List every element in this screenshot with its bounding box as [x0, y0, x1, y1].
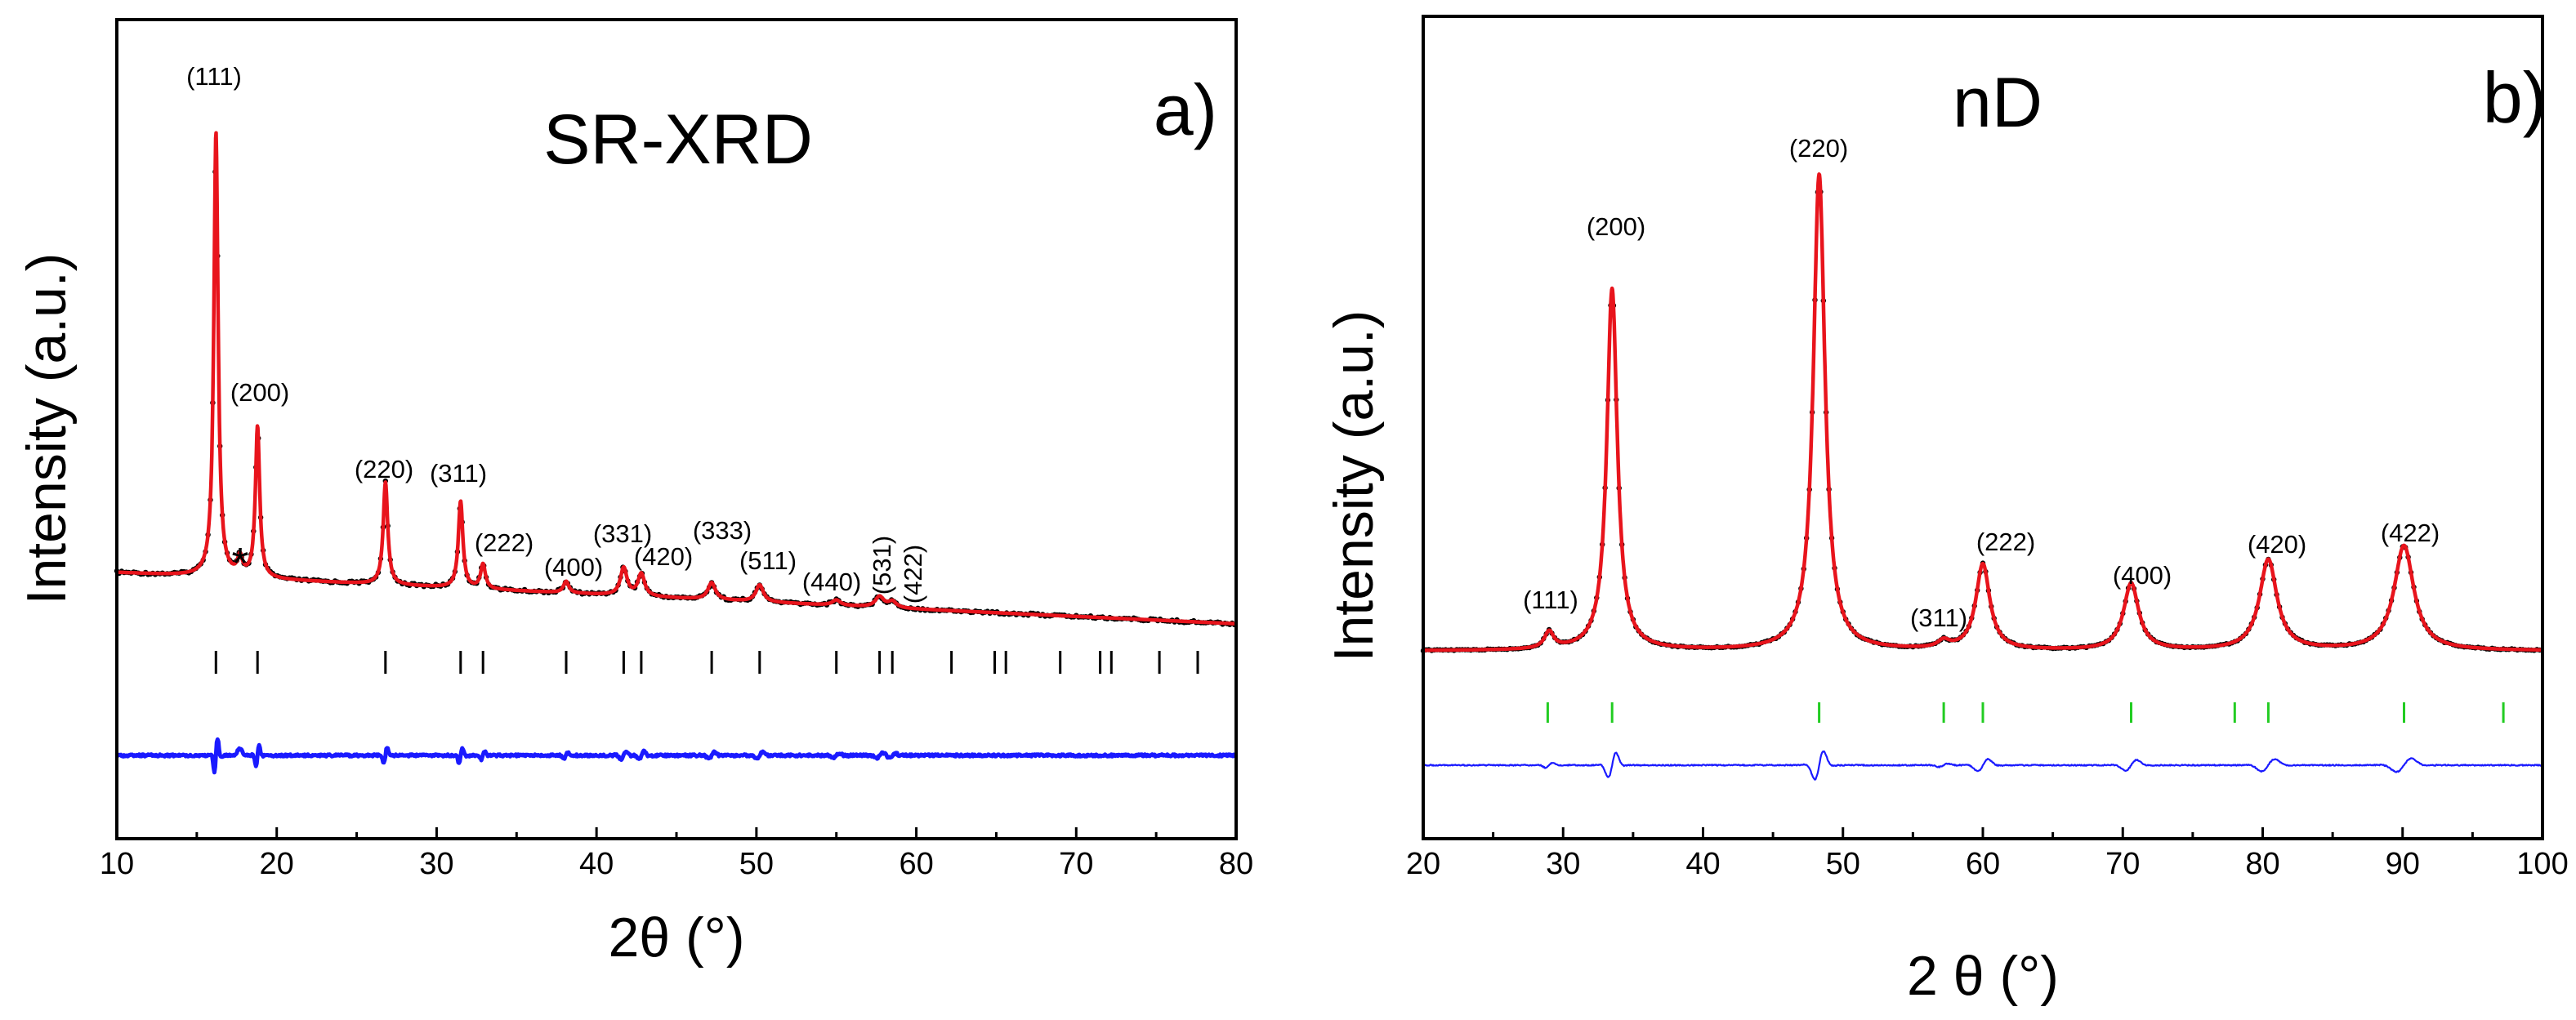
- panel-a-peak-label: (220): [355, 455, 413, 483]
- panel-b-peak-labels: (111) (200) (220) (311) (222) (400) (420…: [1523, 134, 2440, 632]
- pb-difference-line: [1422, 750, 2543, 781]
- panel-a-peak-label: (333): [693, 516, 752, 545]
- panel-b-peak-label: (422): [2381, 519, 2440, 547]
- pb-observed-series: [1420, 189, 2543, 654]
- panel-b-xtick-label: 50: [1826, 847, 1860, 881]
- panel-a-traces: [114, 131, 1239, 775]
- panel-b: nD b) 2 θ (°) Intensity (a.u.) 20 30 40 …: [1323, 15, 2569, 1007]
- pa-calculated-line: [115, 131, 1238, 626]
- panel-a-ylabel: Intensity (a.u.): [16, 253, 78, 605]
- panel-a-impurity-label: *: [231, 539, 248, 588]
- panel-a-xtick-label: 50: [739, 847, 774, 881]
- panel-a-xtick-label: 40: [579, 847, 614, 881]
- panel-a-peak-labels: (111) (200) (220) (311) (222) (400) (331…: [186, 62, 927, 604]
- panel-a-title: SR-XRD: [543, 100, 813, 179]
- panel-a-bragg-markers: [214, 651, 1199, 674]
- panel-a-peak-label: (311): [430, 459, 487, 488]
- panel-a-xlabel: 2θ (°): [608, 906, 744, 969]
- panel-b-axis-ticks: [1422, 827, 2544, 839]
- panel-a-frame: [115, 18, 1238, 840]
- panel-a-xtick-label: 60: [899, 847, 933, 881]
- panel-a-tag: a): [1154, 69, 1217, 150]
- panel-a-xtick-label: 70: [1059, 847, 1093, 881]
- panel-b-xtick-label: 70: [2105, 847, 2140, 881]
- panel-a-peak-label: (400): [544, 553, 603, 581]
- panel-b-peak-label: (400): [2113, 561, 2172, 590]
- panel-b-traces: [1420, 172, 2544, 781]
- panel-b-peak-label: (222): [1976, 528, 2035, 556]
- panel-a-xtick-label: 10: [100, 847, 134, 881]
- panel-b-peak-label: (200): [1587, 212, 1645, 241]
- panel-a-axis-ticks: [115, 827, 1238, 839]
- panel-b-peak-label: (220): [1789, 134, 1848, 163]
- panel-a-xtick-labels: 10 20 30 40 50 60 70 80: [100, 847, 1253, 881]
- panel-a-peak-label: (331): [593, 519, 652, 548]
- pa-difference-line: [115, 737, 1239, 775]
- panel-b-xtick-label: 60: [1966, 847, 2000, 881]
- panel-b-title: nD: [1953, 64, 2042, 142]
- panel-a-peak-label: (420): [634, 542, 693, 571]
- panel-a-peak-label: (440): [802, 568, 861, 596]
- panel-b-xtick-label: 80: [2245, 847, 2279, 881]
- panel-a-peak-label: (531): [868, 536, 896, 595]
- panel-a-peak-label: (422): [899, 545, 927, 604]
- panel-b-xtick-label: 100: [2516, 847, 2568, 881]
- panel-b-peak-label: (111): [1523, 586, 1578, 614]
- panel-a-peak-label: (511): [739, 546, 797, 575]
- panel-a-xtick-label: 20: [260, 847, 294, 881]
- panel-a: SR-XRD a) 2θ (°) Intensity (a.u.) 10 20 …: [16, 18, 1253, 969]
- panel-b-xlabel: 2 θ (°): [1907, 945, 2059, 1007]
- panel-b-peak-label: (420): [2248, 530, 2306, 559]
- panel-b-xtick-label: 30: [1546, 847, 1580, 881]
- panel-b-tag: b): [2483, 57, 2547, 138]
- panel-b-ylabel: Intensity (a.u.): [1323, 310, 1385, 662]
- panel-a-peak-label: (222): [475, 528, 534, 557]
- panel-b-xtick-label: 40: [1685, 847, 1720, 881]
- panel-a-peak-label: (111): [186, 62, 242, 91]
- panel-b-peak-label: (311): [1910, 604, 1967, 632]
- pb-calculated-line: [1422, 172, 2544, 653]
- panel-a-peak-label: (200): [230, 378, 289, 407]
- panel-a-xtick-label: 30: [419, 847, 453, 881]
- panel-b-bragg-markers: [1546, 702, 2505, 723]
- panel-b-xtick-labels: 20 30 40 50 60 70 80 90 100: [1406, 847, 2569, 881]
- panel-b-xtick-label: 20: [1406, 847, 1440, 881]
- panel-b-xtick-label: 90: [2386, 847, 2420, 881]
- panel-a-xtick-label: 80: [1219, 847, 1253, 881]
